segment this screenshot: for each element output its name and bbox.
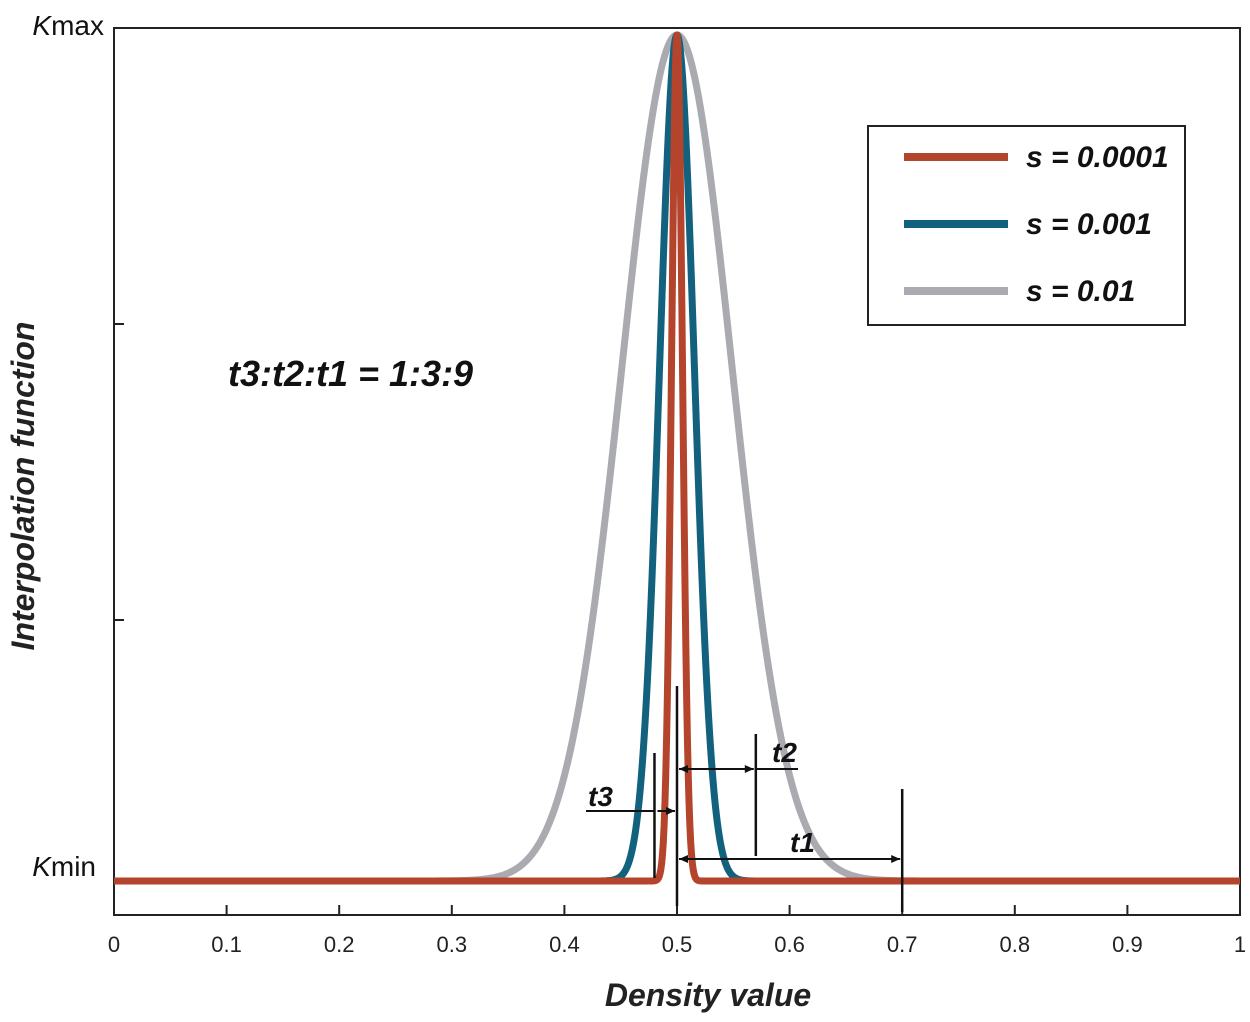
legend-label-s-0.01: s = 0.01 (1026, 275, 1135, 308)
x-tick-label: 0.9 (1112, 932, 1143, 957)
x-tick-label: 0.7 (887, 932, 918, 957)
t1-arrow-tail (679, 855, 688, 863)
x-tick-label: 0.2 (324, 932, 355, 957)
y-tick-label-kmin: Kmin (32, 851, 96, 882)
t1-arrow-head (891, 855, 901, 863)
legend-label-s-0.0001: s = 0.0001 (1026, 141, 1169, 174)
annotation-group: t3 t2 t1 (586, 686, 904, 912)
t2-label: t2 (772, 737, 797, 768)
t2-arrow-head (744, 765, 754, 773)
x-tick-label: 0.4 (549, 932, 580, 957)
x-tick-label: 0.5 (662, 932, 693, 957)
y-axis-label: Interpolation function (5, 322, 41, 651)
series-line-0.0001 (111, 31, 1243, 885)
t3-label: t3 (588, 781, 613, 812)
t2-arrow-tail (679, 765, 688, 773)
y-axis (114, 323, 124, 621)
x-axis-label: Density value (605, 977, 811, 1013)
x-axis: 0 0.1 0.2 0.3 0.4 0.5 0.6 0.7 0.8 0.9 1 (108, 905, 1246, 957)
x-tick-label: 0 (108, 932, 120, 957)
ratio-annotation: t3:t2:t1 = 1:3:9 (228, 353, 473, 394)
t3-arrow-head (666, 807, 675, 815)
x-tick-label: 1 (1234, 932, 1246, 957)
series-group (111, 31, 1243, 885)
legend-label-s-0.001: s = 0.001 (1026, 208, 1152, 241)
x-tick-label: 0.1 (211, 932, 242, 957)
x-tick-label: 0.6 (774, 932, 805, 957)
y-tick-label-kmax: Kmax (32, 10, 104, 41)
x-tick-label: 0.8 (1000, 932, 1031, 957)
legend: s = 0.0001 s = 0.001 s = 0.01 (867, 125, 1186, 326)
x-tick-label: 0.3 (437, 932, 468, 957)
t1-label: t1 (790, 827, 815, 858)
